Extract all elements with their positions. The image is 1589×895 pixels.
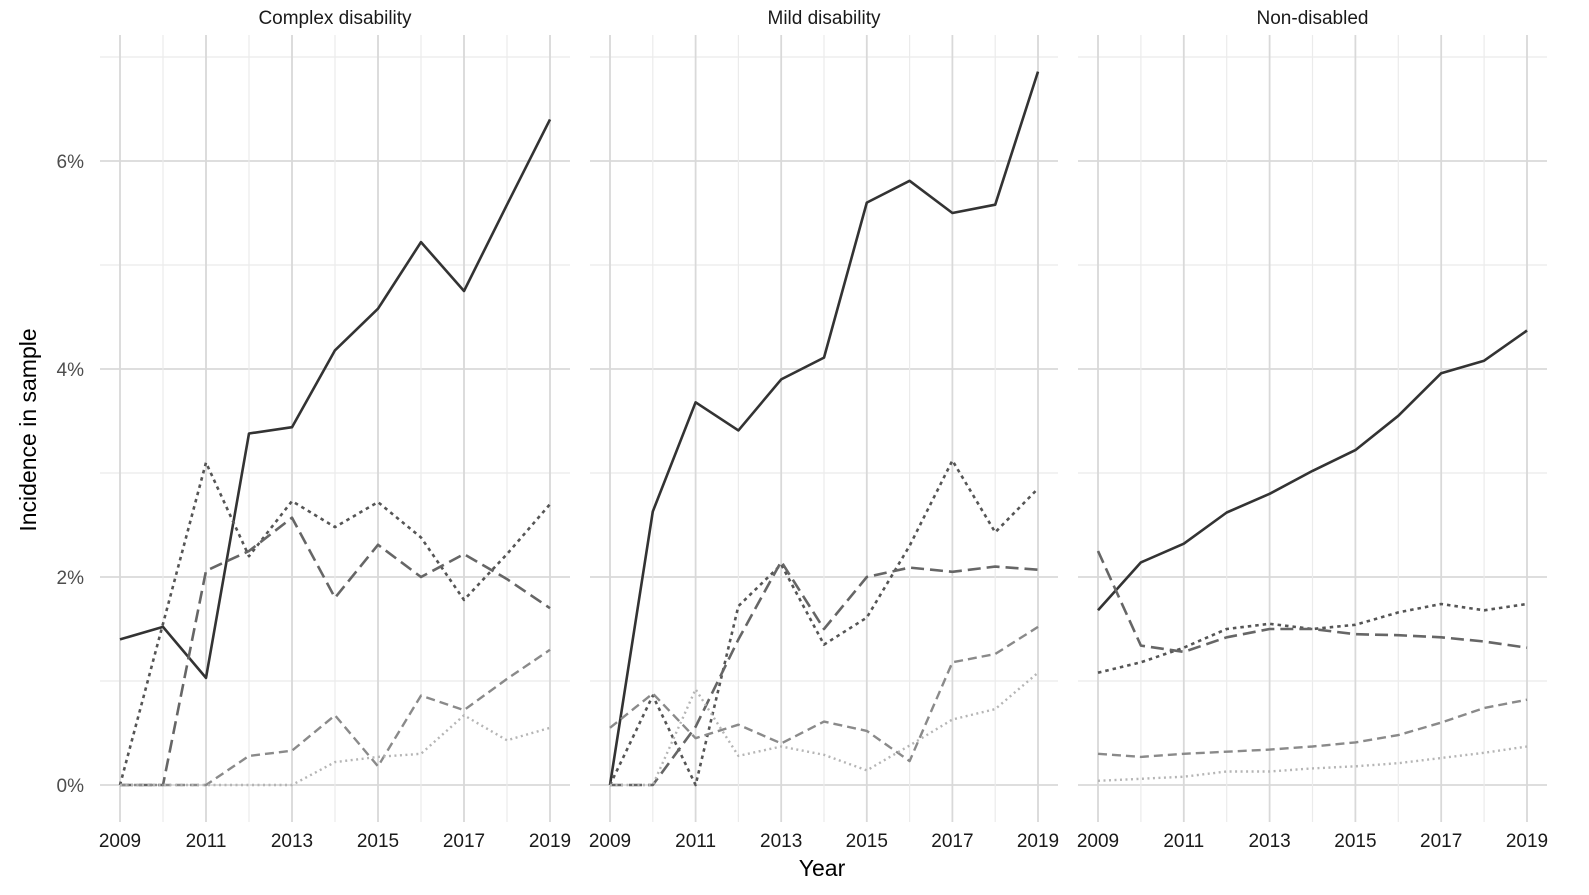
y-tick-label: 6% <box>57 152 85 173</box>
x-tick-label: 2009 <box>99 831 141 852</box>
x-tick-label: 2019 <box>1017 831 1059 852</box>
x-tick-label: 2015 <box>846 831 888 852</box>
series-line-short-dash <box>1097 602 1528 674</box>
series-line-solid <box>1097 329 1528 612</box>
series-line-dot <box>610 671 1039 787</box>
x-tick-label: 2013 <box>271 831 313 852</box>
y-tick-label: 0% <box>57 776 85 797</box>
x-tick-label: 2017 <box>443 831 485 852</box>
x-tick-label: 2011 <box>186 831 227 852</box>
y-tick-label: 4% <box>57 360 85 381</box>
facet-title: Mild disability <box>768 8 881 29</box>
series-line-long-dash <box>610 560 1039 787</box>
y-tick-label: 2% <box>57 568 85 589</box>
x-tick-label: 2011 <box>1163 831 1204 852</box>
facet-title: Non-disabled <box>1257 8 1369 29</box>
x-tick-label: 2015 <box>357 831 399 852</box>
x-tick-label: 2019 <box>529 831 571 852</box>
x-axis-title: Year <box>799 855 846 881</box>
series-line-dash <box>1097 698 1528 759</box>
series-line-long-dash <box>1096 550 1528 654</box>
y-axis-title: Incidence in sample <box>15 328 41 531</box>
x-tick-label: 2009 <box>1077 831 1119 852</box>
series-line-dot <box>120 714 551 787</box>
x-tick-label: 2009 <box>589 831 631 852</box>
series-line-dash <box>609 625 1039 763</box>
series-line-solid <box>119 118 552 680</box>
x-tick-label: 2013 <box>760 831 802 852</box>
series-line-dot <box>1097 745 1528 782</box>
series-line-short-dash <box>118 461 551 786</box>
x-tick-label: 2017 <box>931 831 973 852</box>
series-line-solid <box>608 71 1040 786</box>
facet-title: Complex disability <box>258 8 412 29</box>
series-line-short-dash <box>608 459 1039 787</box>
x-tick-label: 2015 <box>1334 831 1376 852</box>
x-tick-label: 2019 <box>1506 831 1548 852</box>
x-tick-label: 2011 <box>675 831 716 852</box>
x-tick-label: 2017 <box>1420 831 1462 852</box>
x-tick-label: 2013 <box>1248 831 1290 852</box>
